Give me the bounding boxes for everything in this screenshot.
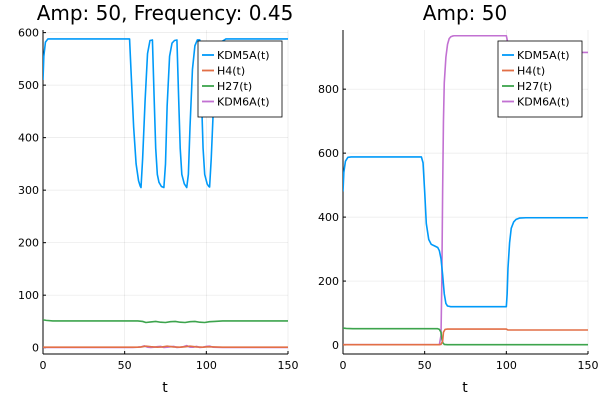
x-tick-label: 100 <box>196 359 217 372</box>
y-tick-label: 200 <box>318 275 339 288</box>
legend-label: H4(t) <box>517 65 545 78</box>
x-tick-label: 150 <box>278 359 299 372</box>
series-lines <box>43 38 288 349</box>
chart-title-right: Amp: 50 <box>423 1 507 25</box>
y-tick-label: 600 <box>18 27 39 40</box>
series-line-h4t <box>343 328 588 346</box>
x-tick-label: 150 <box>578 359 599 372</box>
x-tick-label: 0 <box>340 359 347 372</box>
panel-right: Amp: 50 t 0 50 100 150 0 200 400 600 800 KDM5A(t)… <box>318 1 599 396</box>
x-tick-label: 50 <box>418 359 432 372</box>
series-line-kdm5at <box>43 38 288 189</box>
x-tick-label: 50 <box>118 359 132 372</box>
legend-label: KDM5A(t) <box>517 49 570 62</box>
legend-label: KDM6A(t) <box>517 96 570 109</box>
legend: KDM5A(t) H4(t) H27(t) KDM6A(t) <box>197 40 283 118</box>
series-line-h27t <box>343 327 588 346</box>
y-tick-label: 100 <box>18 289 39 302</box>
y-tick-label: 500 <box>18 79 39 92</box>
legend-box <box>197 40 283 118</box>
legend-label: H27(t) <box>517 80 552 93</box>
y-tick-label: 800 <box>318 83 339 96</box>
x-axis-label-right: t <box>462 380 468 396</box>
legend-label: KDM6A(t) <box>217 96 270 109</box>
panel-left: Amp: 50, Frequency: 0.45 t 0 50 100 150 0 100… <box>18 1 299 396</box>
y-tick-label: 300 <box>18 184 39 197</box>
x-tick-label: 0 <box>40 359 47 372</box>
y-tick-label: 400 <box>18 132 39 145</box>
y-tick-label: 400 <box>318 211 339 224</box>
y-tick-label: 600 <box>318 147 339 160</box>
legend-box <box>497 40 583 118</box>
series-line-h4t <box>43 345 288 348</box>
legend-label: KDM5A(t) <box>217 49 270 62</box>
x-axis-label-left: t <box>162 380 168 396</box>
y-tick-label: 200 <box>18 237 39 250</box>
legend-label: H27(t) <box>217 80 252 93</box>
chart-title-left: Amp: 50, Frequency: 0.45 <box>37 1 294 25</box>
legend: KDM5A(t) H4(t) H27(t) KDM6A(t) <box>497 40 583 118</box>
y-tick-label: 0 <box>32 342 39 355</box>
x-tick-label: 100 <box>496 359 517 372</box>
legend-label: H4(t) <box>217 65 245 78</box>
series-line-kdm5at <box>343 156 588 308</box>
series-line-h27t <box>43 319 288 324</box>
y-tick-label: 0 <box>332 339 339 352</box>
